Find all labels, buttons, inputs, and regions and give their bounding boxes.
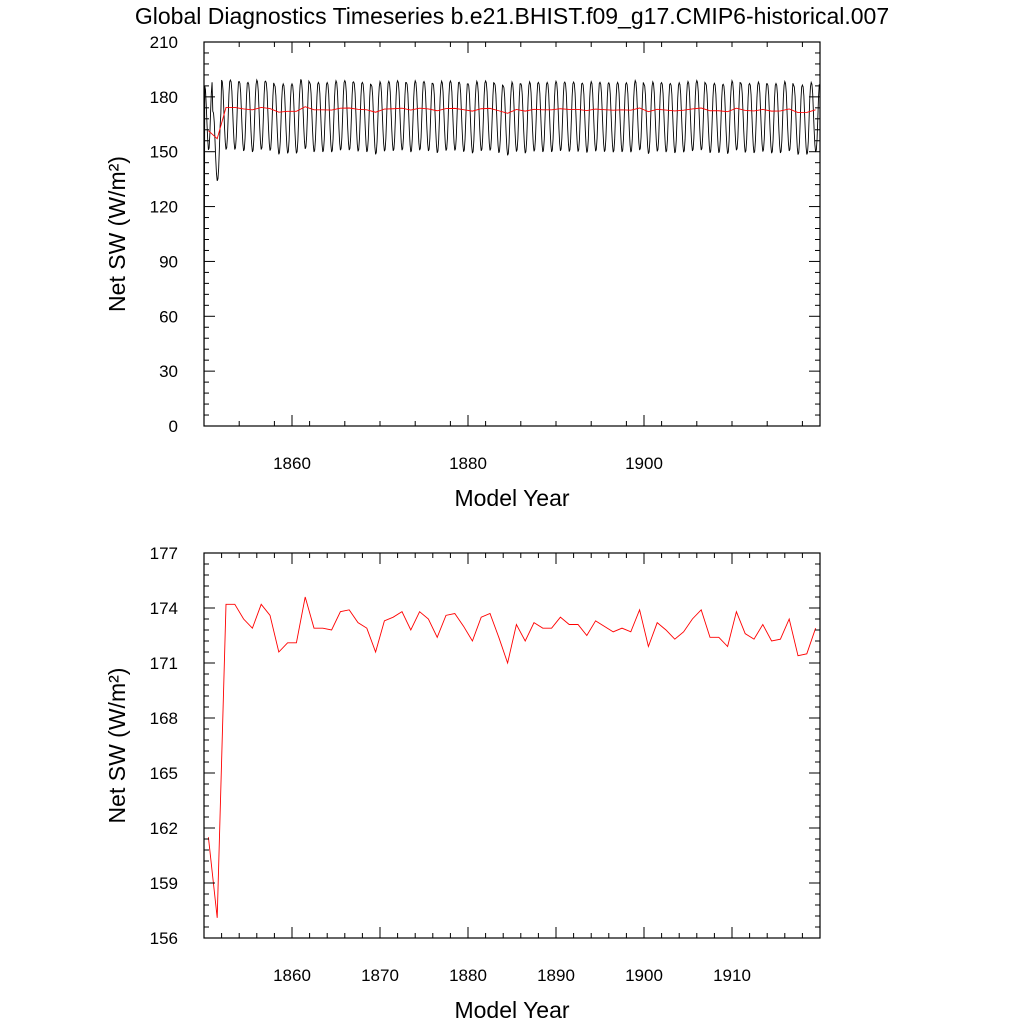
plot-frame-1: [203, 552, 821, 939]
y-tick-label: 90: [159, 252, 178, 271]
y-tick-label: 165: [150, 764, 178, 783]
y-tick-label: 156: [150, 929, 178, 948]
y-tick-label: 150: [150, 143, 178, 162]
y-tick-label: 171: [150, 654, 178, 673]
x-tick-label: 1860: [273, 966, 311, 985]
annual-series-line-1: [207, 596, 817, 918]
x-tick-label: 1910: [713, 966, 751, 985]
x-tick-label: 1880: [449, 966, 487, 985]
y-tick-label: 177: [150, 544, 178, 563]
y-tick-label: 60: [159, 307, 178, 326]
x-axis-label: Model Year: [454, 485, 569, 511]
bottom-panel: 156 159 162 165 168 171 174 177 1860 1870 1880 1890…: [104, 544, 821, 1023]
x-tick-label: 1870: [361, 966, 399, 985]
x-tick-label: 1900: [625, 454, 663, 473]
y-axis-label: Net SW (W/m²): [104, 668, 130, 824]
monthly-series-line-0: [203, 78, 820, 427]
y-tick-label: 162: [150, 819, 178, 838]
y-tick-label: 0: [169, 417, 178, 436]
y-tick-label: 30: [159, 362, 178, 381]
y-tick-label: 174: [150, 599, 178, 618]
annual-series-line-0: [208, 106, 816, 140]
plot-frame-0: [203, 41, 821, 427]
x-tick-label: 1860: [273, 454, 311, 473]
x-axis-label: Model Year: [454, 997, 569, 1023]
y-axis-label: Net SW (W/m²): [104, 156, 130, 312]
x-tick-label: 1900: [625, 966, 663, 985]
x-tick-label: 1890: [537, 966, 575, 985]
y-tick-label: 168: [150, 709, 178, 728]
y-tick-label: 180: [150, 88, 178, 107]
y-tick-label: 210: [150, 33, 178, 52]
chart-title: Global Diagnostics Timeseries b.e21.BHIS…: [135, 3, 889, 29]
y-tick-label: 120: [150, 198, 178, 217]
x-tick-label: 1880: [449, 454, 487, 473]
y-tick-label: 159: [150, 874, 178, 893]
top-panel: 0 30 60 90 120 150 180 210 1860 1880 1900 Model Yea…: [104, 33, 821, 511]
